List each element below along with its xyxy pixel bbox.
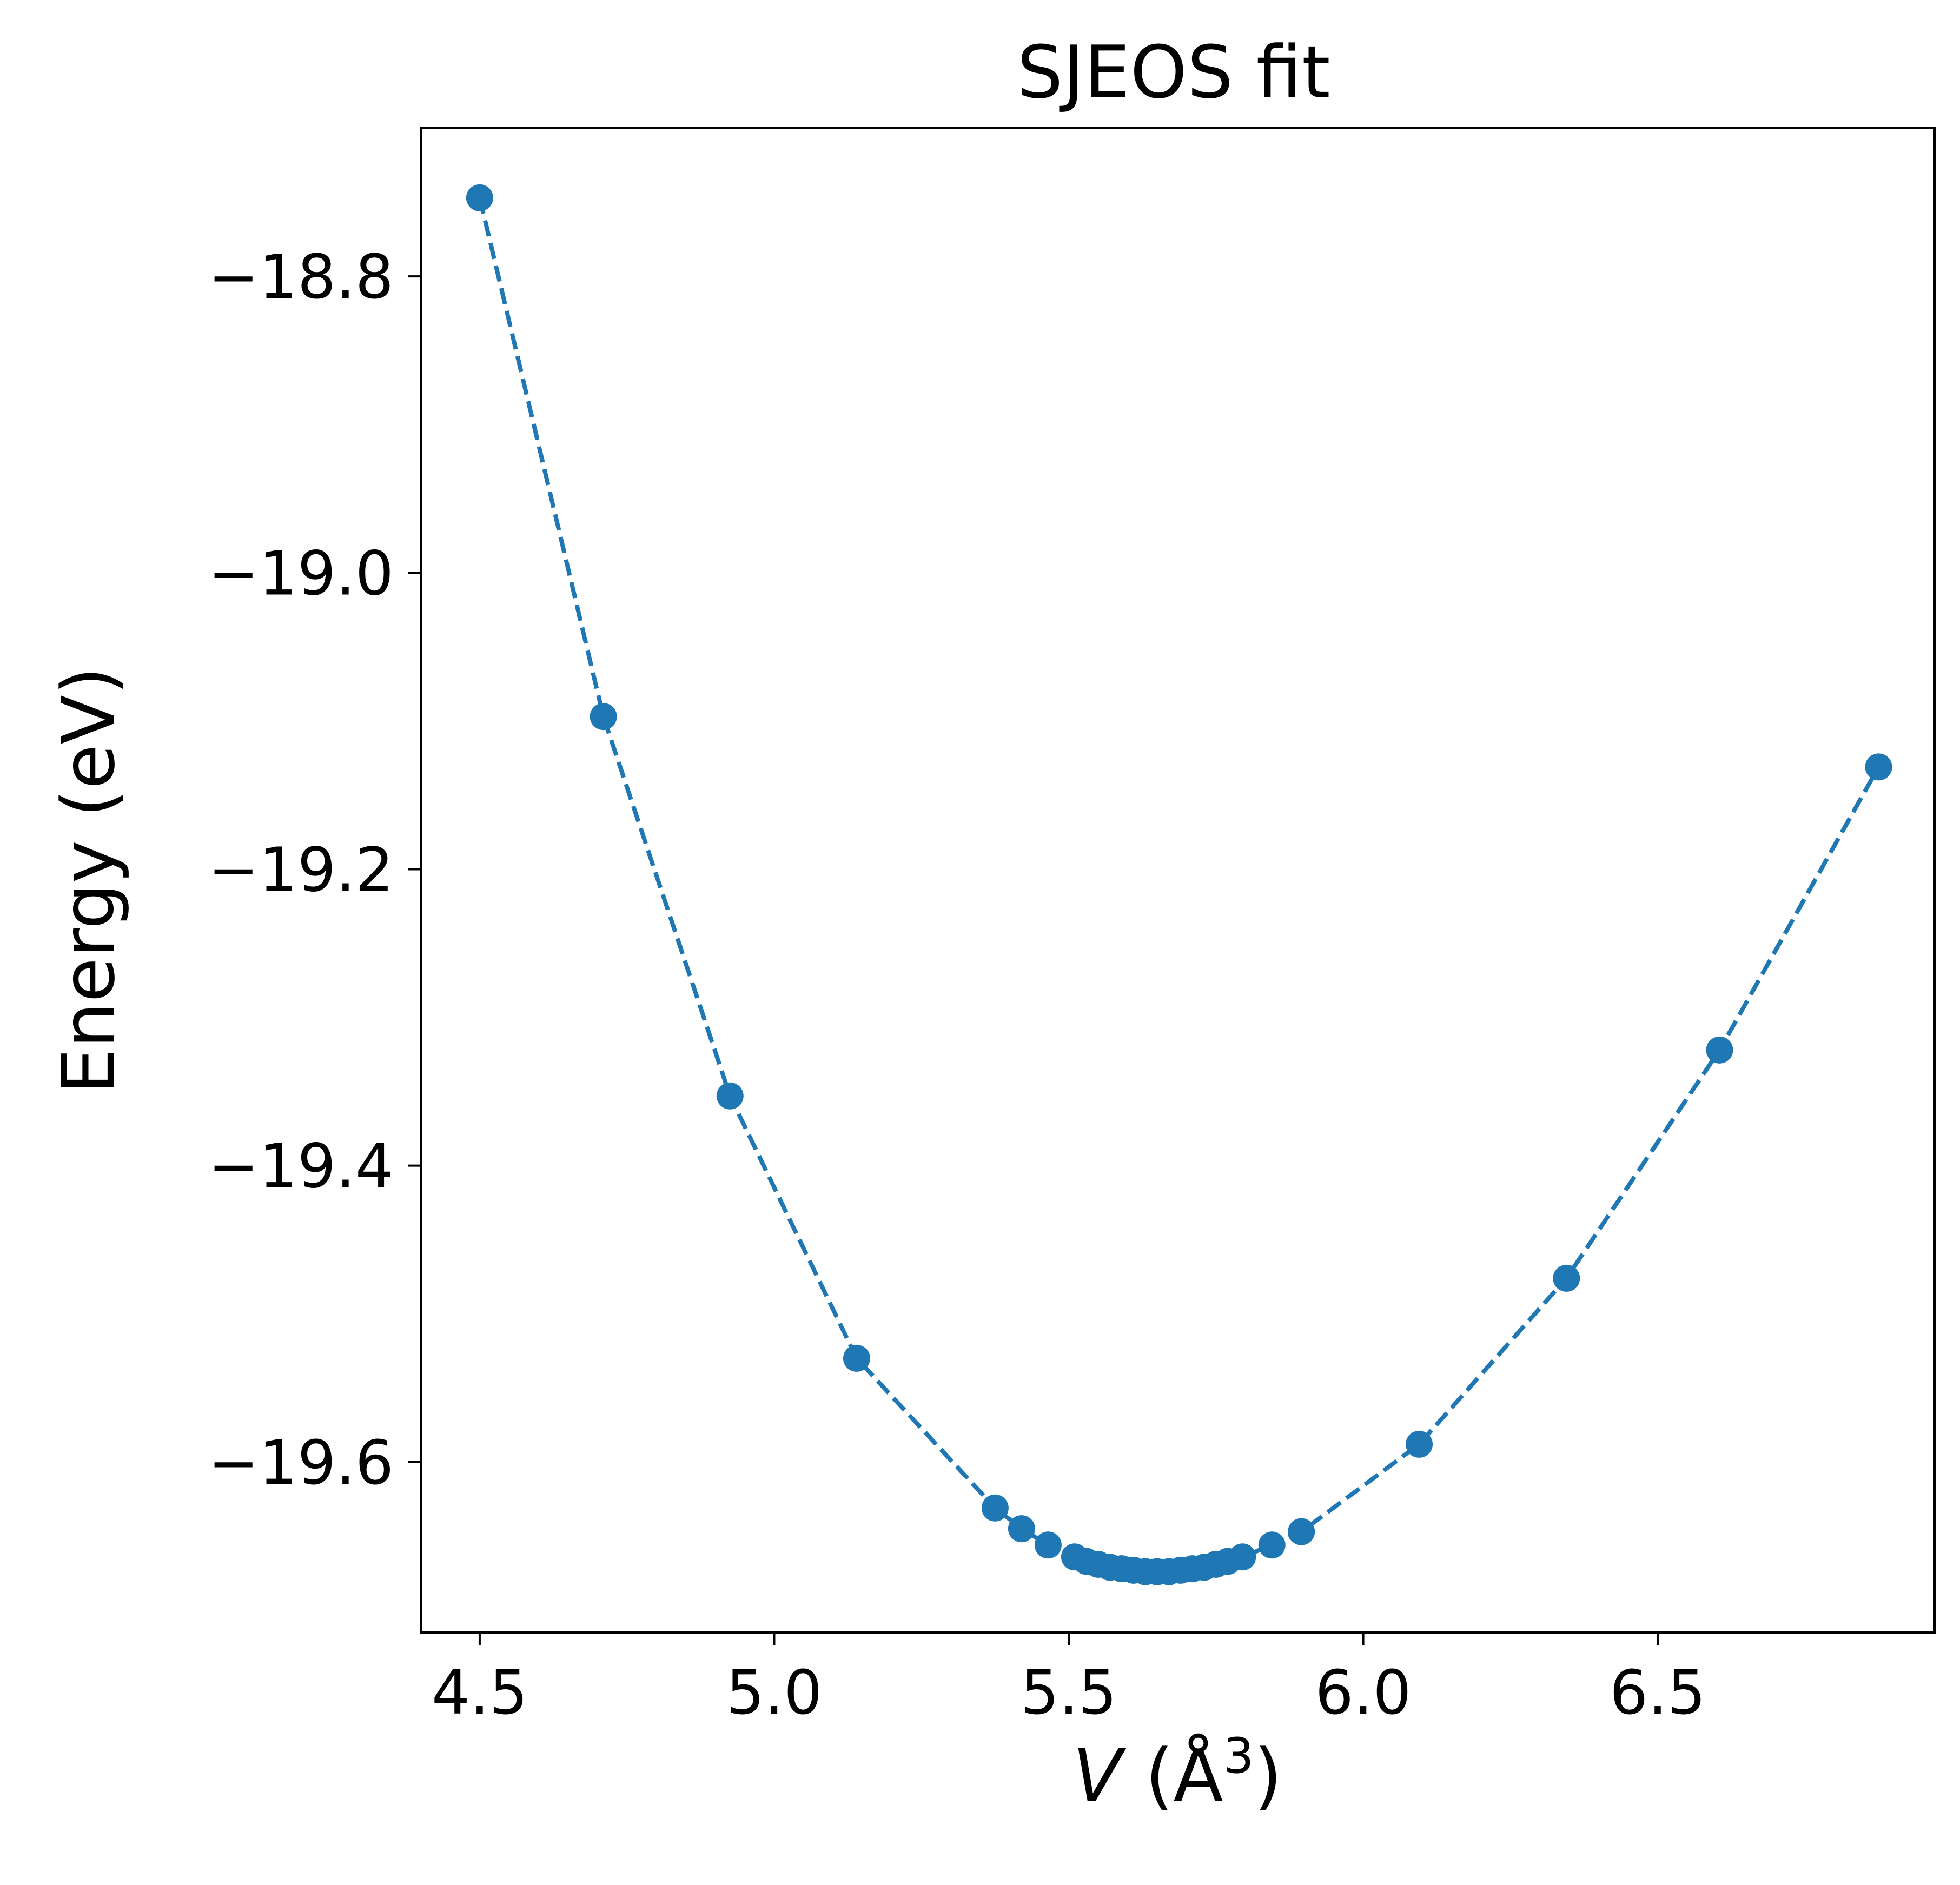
data-point	[1258, 1531, 1286, 1559]
data-point	[466, 184, 493, 211]
data-point	[716, 1082, 744, 1110]
chart-title: SJEOS fit	[1017, 30, 1330, 115]
x-axis-label: V (Å3)	[1072, 1728, 1282, 1818]
y-tick-label: −19.6	[208, 1428, 394, 1498]
data-point	[1229, 1543, 1256, 1571]
y-axis: −18.8 −19.0 −19.2 −19.4 −19.6	[208, 242, 421, 1498]
series-line	[478, 197, 1880, 1574]
y-axis-label: Energy (eV)	[47, 667, 131, 1094]
x-axis-unit-open: (Å	[1122, 1733, 1223, 1818]
data-point	[1706, 1036, 1733, 1064]
series-layer	[466, 184, 1892, 1585]
plot-frame	[420, 127, 1936, 1634]
x-tick-label: 6.5	[1610, 1658, 1706, 1728]
x-axis-unit-exponent: 3	[1223, 1728, 1254, 1784]
data-point	[843, 1344, 870, 1372]
x-axis-unit-close: )	[1254, 1734, 1282, 1818]
data-point	[1008, 1515, 1035, 1543]
y-tick-label: −19.0	[208, 539, 394, 609]
data-point	[1865, 753, 1892, 781]
data-point	[1553, 1264, 1580, 1292]
x-axis: 4.5 5.0 5.5 6.0 6.5	[432, 1632, 1706, 1728]
x-tick-label: 5.5	[1021, 1658, 1117, 1728]
data-point	[1034, 1531, 1062, 1559]
y-tick-label: −19.2	[208, 835, 394, 905]
data-point	[1406, 1430, 1433, 1458]
x-axis-variable: V	[1072, 1734, 1127, 1818]
data-point	[981, 1494, 1009, 1522]
data-point	[1288, 1518, 1315, 1545]
data-point	[590, 703, 617, 731]
x-tick-label: 6.0	[1315, 1658, 1412, 1728]
y-tick-label: −19.4	[208, 1132, 394, 1202]
y-tick-label: −18.8	[208, 242, 394, 313]
x-tick-label: 4.5	[432, 1658, 528, 1728]
x-tick-label: 5.0	[726, 1658, 822, 1728]
